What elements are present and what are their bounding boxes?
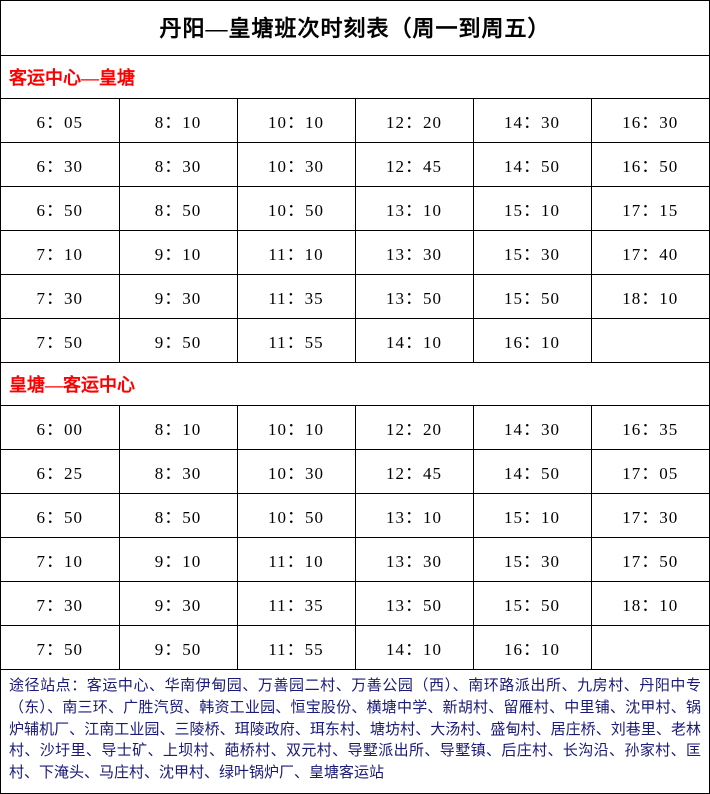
time-cell: 15：30 [473, 538, 591, 582]
time-cell: 9：10 [119, 231, 237, 275]
time-cell [591, 626, 709, 670]
table-row: 6：508：5010：5013：1015：1017：15 [1, 187, 709, 231]
time-cell: 17：30 [591, 494, 709, 538]
time-cell: 6：25 [1, 450, 119, 494]
time-cell: 13：50 [355, 275, 473, 319]
time-cell: 7：30 [1, 275, 119, 319]
time-cell: 6：00 [1, 406, 119, 450]
time-cell: 17：40 [591, 231, 709, 275]
time-cell: 9：30 [119, 275, 237, 319]
time-cell: 7：50 [1, 319, 119, 363]
time-cell: 15：10 [473, 494, 591, 538]
time-cell: 18：10 [591, 582, 709, 626]
time-cell: 8：50 [119, 187, 237, 231]
time-cell: 15：10 [473, 187, 591, 231]
time-cell: 11：55 [237, 626, 355, 670]
time-cell: 13：30 [355, 231, 473, 275]
time-cell: 7：10 [1, 231, 119, 275]
time-cell: 13：10 [355, 187, 473, 231]
time-cell: 14：30 [473, 406, 591, 450]
time-cell: 17：15 [591, 187, 709, 231]
time-cell: 12：20 [355, 99, 473, 143]
time-cell: 7：30 [1, 582, 119, 626]
time-cell: 10：50 [237, 187, 355, 231]
time-cell: 15：30 [473, 231, 591, 275]
time-cell: 9：50 [119, 626, 237, 670]
time-cell: 16：30 [591, 99, 709, 143]
time-cell: 11：10 [237, 231, 355, 275]
time-cell: 9：30 [119, 582, 237, 626]
time-cell: 14：10 [355, 626, 473, 670]
time-cell: 17：50 [591, 538, 709, 582]
section1-header: 客运中心—皇塘 [1, 56, 709, 99]
time-cell: 16：50 [591, 143, 709, 187]
time-cell: 13：50 [355, 582, 473, 626]
time-cell: 15：50 [473, 582, 591, 626]
time-cell: 7：10 [1, 538, 119, 582]
time-cell: 16：10 [473, 626, 591, 670]
table-row: 7：509：5011：5514：1016：10 [1, 626, 709, 670]
time-cell: 9：10 [119, 538, 237, 582]
time-cell: 10：10 [237, 99, 355, 143]
time-cell: 7：50 [1, 626, 119, 670]
section1-table: 6：058：1010：1012：2014：3016：306：308：3010：3… [1, 99, 709, 363]
time-cell: 8：30 [119, 450, 237, 494]
time-cell: 6：50 [1, 187, 119, 231]
time-cell: 11：35 [237, 275, 355, 319]
time-cell: 13：30 [355, 538, 473, 582]
time-cell: 14：50 [473, 143, 591, 187]
time-cell: 8：10 [119, 99, 237, 143]
time-cell: 10：10 [237, 406, 355, 450]
time-cell: 6：50 [1, 494, 119, 538]
table-row: 6：258：3010：3012：4514：5017：05 [1, 450, 709, 494]
time-cell: 16：35 [591, 406, 709, 450]
time-cell: 14：10 [355, 319, 473, 363]
time-cell: 11：10 [237, 538, 355, 582]
time-cell: 13：10 [355, 494, 473, 538]
time-cell [591, 319, 709, 363]
time-cell: 12：45 [355, 450, 473, 494]
time-cell: 6：30 [1, 143, 119, 187]
table-row: 7：309：3011：3513：5015：5018：10 [1, 275, 709, 319]
time-cell: 6：05 [1, 99, 119, 143]
page-title: 丹阳—皇塘班次时刻表（周一到周五） [1, 1, 709, 56]
table-row: 6：058：1010：1012：2014：3016：30 [1, 99, 709, 143]
route-footnote: 途径站点：客运中心、华南伊甸园、万善园二村、万善公园（西）、南环路派出所、九房村… [1, 670, 709, 793]
table-row: 6：508：5010：5013：1015：1017：30 [1, 494, 709, 538]
time-cell: 9：50 [119, 319, 237, 363]
table-row: 7：109：1011：1013：3015：3017：50 [1, 538, 709, 582]
time-cell: 8：30 [119, 143, 237, 187]
time-cell: 18：10 [591, 275, 709, 319]
time-cell: 10：30 [237, 143, 355, 187]
time-cell: 11：55 [237, 319, 355, 363]
time-cell: 16：10 [473, 319, 591, 363]
table-row: 6：308：3010：3012：4514：5016：50 [1, 143, 709, 187]
timetable-container: 丹阳—皇塘班次时刻表（周一到周五） 客运中心—皇塘 6：058：1010：101… [0, 0, 710, 794]
time-cell: 15：50 [473, 275, 591, 319]
time-cell: 8：10 [119, 406, 237, 450]
time-cell: 11：35 [237, 582, 355, 626]
table-row: 7：309：3011：3513：5015：5018：10 [1, 582, 709, 626]
time-cell: 8：50 [119, 494, 237, 538]
time-cell: 14：30 [473, 99, 591, 143]
time-cell: 12：45 [355, 143, 473, 187]
section2-table: 6：008：1010：1012：2014：3016：356：258：3010：3… [1, 406, 709, 670]
section2-header: 皇塘—客运中心 [1, 363, 709, 406]
table-row: 6：008：1010：1012：2014：3016：35 [1, 406, 709, 450]
time-cell: 10：50 [237, 494, 355, 538]
table-row: 7：509：5011：5514：1016：10 [1, 319, 709, 363]
time-cell: 12：20 [355, 406, 473, 450]
time-cell: 17：05 [591, 450, 709, 494]
table-row: 7：109：1011：1013：3015：3017：40 [1, 231, 709, 275]
time-cell: 10：30 [237, 450, 355, 494]
time-cell: 14：50 [473, 450, 591, 494]
